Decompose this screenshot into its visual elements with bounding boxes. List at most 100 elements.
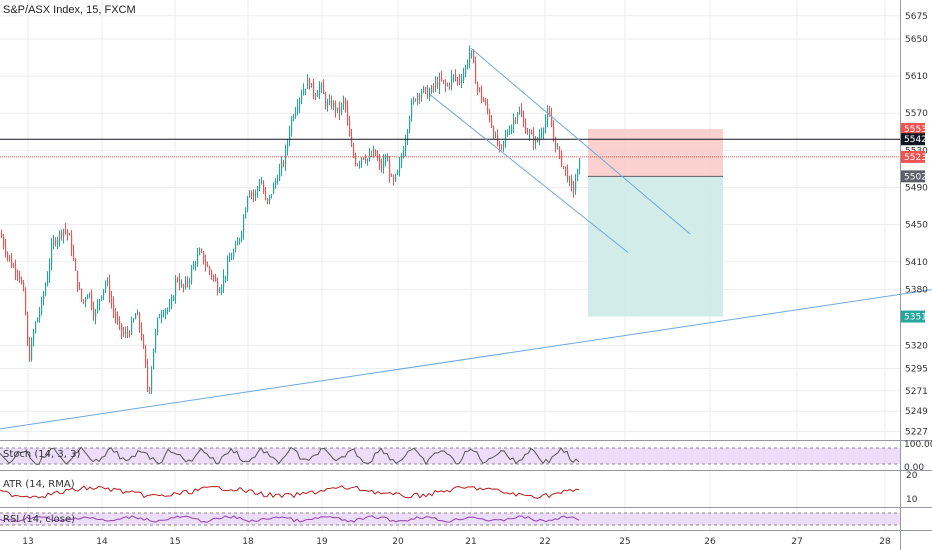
candle-body xyxy=(545,120,547,130)
candle-body xyxy=(499,144,501,146)
price-badge-label: 5523 xyxy=(904,153,927,163)
candle-body xyxy=(105,283,107,290)
candle-body xyxy=(525,122,527,134)
rsi-band xyxy=(0,513,900,525)
candle-body xyxy=(527,133,529,135)
atr-pane[interactable]: ATR (14, RMA) 20 10 xyxy=(0,471,918,505)
candle-body xyxy=(287,141,289,150)
candle-body xyxy=(519,110,521,114)
time-tick-label: 20 xyxy=(392,537,404,547)
candle-body xyxy=(323,84,325,95)
candle-body xyxy=(27,314,29,344)
candle-body xyxy=(521,110,523,117)
candle-body xyxy=(233,251,235,258)
candle-body xyxy=(455,75,457,79)
candle-body xyxy=(297,106,299,111)
candle-body xyxy=(351,136,353,147)
candle-body xyxy=(83,299,85,302)
candle-body xyxy=(77,270,79,289)
candle-body xyxy=(359,162,361,166)
candle-body xyxy=(341,103,343,113)
candle-body xyxy=(255,192,257,196)
rsi-pane[interactable]: RSI (14, close) xyxy=(0,512,900,526)
channel-lower-line[interactable] xyxy=(429,94,629,253)
candle-body xyxy=(167,309,169,311)
candle-body xyxy=(331,100,333,108)
candle-body xyxy=(111,297,113,304)
take-profit-zone[interactable] xyxy=(588,176,723,317)
candle-body xyxy=(207,265,209,267)
candle-body xyxy=(535,138,537,144)
candle-body xyxy=(123,331,125,334)
candle-body xyxy=(459,79,461,82)
candle-body xyxy=(5,245,7,254)
candle-body xyxy=(75,259,77,271)
candle-body xyxy=(91,293,93,308)
candle-body xyxy=(319,86,321,94)
symbol-title: S&P/ASX Index, 15, FXCM xyxy=(3,4,136,16)
candle-body xyxy=(309,78,311,88)
candle-body xyxy=(317,93,319,97)
time-axis[interactable]: 13 14 15 18 19 20 21 22 25 26 27 28 xyxy=(22,537,891,547)
stoch-line xyxy=(0,446,580,466)
atr-tick-label: 20 xyxy=(906,471,918,481)
candle-body xyxy=(225,275,227,277)
candle-body xyxy=(321,84,323,87)
candle-body xyxy=(25,289,27,315)
candle-body xyxy=(213,275,215,278)
candle-body xyxy=(485,101,487,104)
candle-body xyxy=(209,266,211,272)
candle-body xyxy=(285,149,287,165)
candle-body xyxy=(187,280,189,284)
candle-body xyxy=(185,280,187,288)
candle-body xyxy=(425,87,427,89)
candle-body xyxy=(195,263,197,265)
candle-body xyxy=(235,245,237,252)
candle-body xyxy=(329,100,331,104)
candle-body xyxy=(163,313,165,316)
candle-body xyxy=(397,170,399,175)
candle-body xyxy=(345,99,347,107)
candle-body xyxy=(43,294,45,300)
candle-body xyxy=(355,155,357,165)
candle-body xyxy=(117,318,119,321)
candle-body xyxy=(303,89,305,95)
candle-body xyxy=(407,130,409,141)
price-badge-label: 5351 xyxy=(904,313,927,323)
price-badge xyxy=(901,310,925,323)
candle-body xyxy=(401,157,403,163)
price-tick-label: 5450 xyxy=(905,221,928,231)
rsi-label: RSI (14, close) xyxy=(3,514,75,525)
candle-body xyxy=(409,117,411,131)
rising-trendline[interactable] xyxy=(0,289,932,430)
candle-body xyxy=(579,159,581,169)
candle-body xyxy=(493,127,495,137)
channel-upper-line[interactable] xyxy=(470,47,691,235)
candle-body xyxy=(393,176,395,181)
price-tick-label: 5570 xyxy=(905,109,928,119)
candle-body xyxy=(197,254,199,264)
candle-body xyxy=(135,315,137,320)
candle-body xyxy=(79,288,81,290)
candle-body xyxy=(439,77,441,87)
candle-body xyxy=(41,299,43,313)
price-pane[interactable] xyxy=(0,45,932,430)
candle-body xyxy=(251,192,253,194)
candle-body xyxy=(277,180,279,182)
stop-loss-zone[interactable] xyxy=(588,129,723,177)
candle-body xyxy=(363,158,365,160)
stoch-tick-label: 0.00 xyxy=(904,463,924,473)
candle-body xyxy=(495,134,497,137)
candle-body xyxy=(215,277,217,282)
stoch-pane[interactable]: Stoch (14, 3, 3) 100.00 0.00 xyxy=(0,440,932,473)
candle-body xyxy=(385,160,387,162)
candle-body xyxy=(101,295,103,300)
candle-body xyxy=(427,87,429,98)
candle-body xyxy=(93,307,95,318)
price-axis[interactable]: 5675565056105570553054905450541053805320… xyxy=(901,12,928,438)
candle-body xyxy=(577,168,579,181)
candle-body xyxy=(291,118,293,132)
candle-body xyxy=(505,135,507,142)
candle-body xyxy=(415,99,417,101)
